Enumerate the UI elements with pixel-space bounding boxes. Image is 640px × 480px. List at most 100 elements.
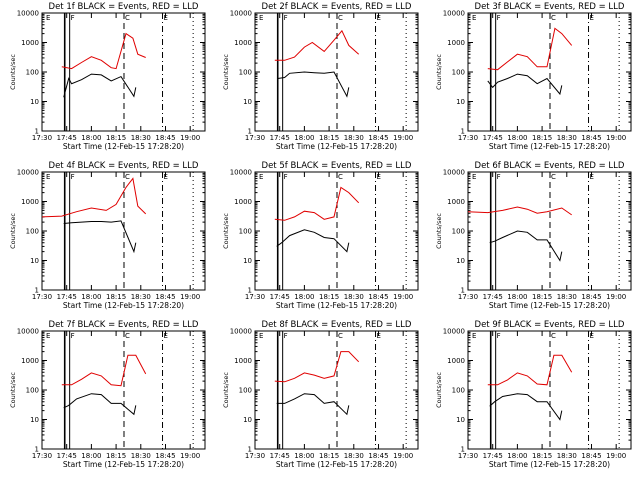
x-tick-label: 19:00 xyxy=(393,134,413,142)
y-tick-label: 1 xyxy=(35,287,39,295)
x-tick-label: 18:30 xyxy=(557,293,577,301)
y-axis-label: Counts/sec xyxy=(9,213,17,249)
y-tick-label: 1000 xyxy=(234,357,252,365)
time-marker-label: C xyxy=(125,173,130,181)
y-tick-label: 10 xyxy=(243,416,252,424)
panel-title: Det 9f BLACK = Events, RED = LLD xyxy=(475,320,625,330)
panel-title: Det 7f BLACK = Events, RED = LLD xyxy=(49,320,199,330)
y-tick-label: 1000 xyxy=(21,357,39,365)
y-tick-label: 10 xyxy=(456,416,465,424)
y-tick-label: 10000 xyxy=(443,10,465,18)
y-tick-label: 100 xyxy=(452,228,465,236)
x-tick-label: 18:30 xyxy=(344,134,364,142)
x-tick-label: 18:30 xyxy=(557,452,577,460)
x-tick-label: 19:00 xyxy=(606,293,626,301)
x-tick-label: 18:30 xyxy=(344,293,364,301)
y-tick-label: 10 xyxy=(243,98,252,106)
lld-series-line xyxy=(467,206,572,216)
y-tick-label: 100 xyxy=(452,387,465,395)
x-tick-label: 17:30 xyxy=(245,293,265,301)
x-tick-label: 17:30 xyxy=(458,134,478,142)
time-marker-label: C xyxy=(338,14,343,22)
y-tick-label: 1000 xyxy=(447,39,465,47)
time-marker-label: C xyxy=(125,332,130,340)
x-tick-label: 17:45 xyxy=(270,134,290,142)
time-marker-label: E xyxy=(259,173,263,181)
y-axis-label: Counts/sec xyxy=(435,213,443,249)
y-tick-label: 1000 xyxy=(447,357,465,365)
events-series-line xyxy=(276,393,350,416)
time-marker-label: E xyxy=(590,332,594,340)
panel-title: Det 1f BLACK = Events, RED = LLD xyxy=(49,2,199,12)
lld-series-line xyxy=(274,29,360,61)
detector-panel: Det 2f BLACK = Events, RED = LLD 1 10 100 10… xyxy=(222,2,419,151)
x-tick-label: 19:00 xyxy=(180,293,200,301)
lld-series-line xyxy=(487,354,573,386)
x-tick-label: 18:00 xyxy=(507,134,527,142)
x-axis-label: Start Time (12-Feb-15 17:28:20) xyxy=(489,460,610,469)
y-tick-label: 100 xyxy=(26,387,39,395)
x-axis-label: Start Time (12-Feb-15 17:28:20) xyxy=(276,301,397,310)
y-tick-label: 10000 xyxy=(230,328,252,336)
x-tick-label: 19:00 xyxy=(606,134,626,142)
x-tick-label: 17:45 xyxy=(483,134,503,142)
panel-title: Det 5f BLACK = Events, RED = LLD xyxy=(262,161,412,171)
x-tick-label: 17:30 xyxy=(458,293,478,301)
lld-series-line xyxy=(41,177,147,218)
y-tick-label: 10 xyxy=(30,416,39,424)
x-axis-label: Start Time (12-Feb-15 17:28:20) xyxy=(276,142,397,151)
x-tick-label: 18:00 xyxy=(294,134,314,142)
x-tick-label: 17:45 xyxy=(270,293,290,301)
y-tick-label: 10000 xyxy=(17,169,39,177)
y-tick-label: 100 xyxy=(452,69,465,77)
x-tick-label: 18:00 xyxy=(507,293,527,301)
panel-title: Det 3f BLACK = Events, RED = LLD xyxy=(475,2,625,12)
x-tick-label: 17:30 xyxy=(32,293,52,301)
y-axis-label: Counts/sec xyxy=(435,54,443,90)
y-tick-label: 100 xyxy=(239,69,252,77)
x-tick-label: 18:15 xyxy=(319,134,339,142)
x-tick-label: 18:00 xyxy=(507,452,527,460)
x-tick-label: 17:30 xyxy=(245,452,265,460)
detector-panel: Det 4f BLACK = Events, RED = LLD 1 10 100 10… xyxy=(9,161,206,310)
detector-panel: Det 8f BLACK = Events, RED = LLD 1 10 100 10… xyxy=(222,320,419,469)
time-marker-label: F xyxy=(497,14,501,22)
y-tick-label: 10000 xyxy=(17,328,39,336)
lld-series-line xyxy=(487,27,573,71)
y-tick-label: 10000 xyxy=(443,169,465,177)
y-tick-label: 1000 xyxy=(234,39,252,47)
y-axis-label: Counts/sec xyxy=(222,54,230,90)
x-tick-label: 18:30 xyxy=(131,452,151,460)
x-tick-label: 19:00 xyxy=(393,452,413,460)
detector-panel: Det 6f BLACK = Events, RED = LLD 1 10 100 10… xyxy=(435,161,632,310)
y-tick-label: 1000 xyxy=(234,198,252,206)
x-axis-label: Start Time (12-Feb-15 17:28:20) xyxy=(276,460,397,469)
x-tick-label: 18:15 xyxy=(106,293,126,301)
time-marker-label: E xyxy=(164,173,168,181)
x-tick-label: 17:45 xyxy=(483,293,503,301)
x-tick-label: 19:00 xyxy=(606,452,626,460)
x-tick-label: 18:30 xyxy=(557,134,577,142)
detector-panel: Det 9f BLACK = Events, RED = LLD 1 10 100 10… xyxy=(435,320,632,469)
detector-panel: Det 3f BLACK = Events, RED = LLD 1 10 100 10… xyxy=(435,2,632,151)
x-axis-label: Start Time (12-Feb-15 17:28:20) xyxy=(489,142,610,151)
y-tick-label: 1 xyxy=(248,446,252,454)
panel-title: Det 4f BLACK = Events, RED = LLD xyxy=(49,161,199,171)
time-marker-label: E xyxy=(472,173,476,181)
y-tick-label: 1 xyxy=(461,287,465,295)
y-tick-label: 1000 xyxy=(21,39,39,47)
y-tick-label: 1 xyxy=(35,446,39,454)
time-marker-label: C xyxy=(338,173,343,181)
y-tick-label: 10 xyxy=(243,257,252,265)
x-axis-label: Start Time (12-Feb-15 17:28:20) xyxy=(63,142,184,151)
x-tick-label: 18:00 xyxy=(294,293,314,301)
x-tick-label: 18:15 xyxy=(106,452,126,460)
x-tick-label: 19:00 xyxy=(180,134,200,142)
y-tick-label: 10 xyxy=(456,257,465,265)
y-tick-label: 1 xyxy=(461,446,465,454)
time-marker-label: E xyxy=(377,173,381,181)
x-tick-label: 18:30 xyxy=(131,134,151,142)
time-marker-label: F xyxy=(284,14,288,22)
y-tick-label: 1 xyxy=(461,128,465,136)
